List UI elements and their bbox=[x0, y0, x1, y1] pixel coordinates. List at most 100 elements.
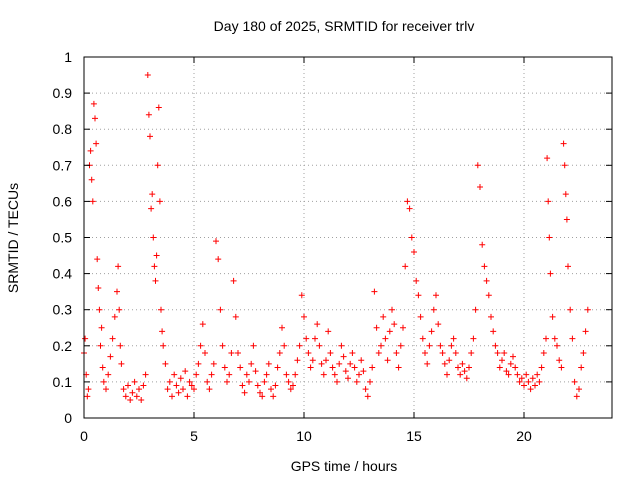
data-point bbox=[426, 342, 433, 349]
data-point bbox=[93, 140, 100, 147]
data-point bbox=[294, 357, 301, 364]
data-point bbox=[395, 364, 402, 371]
data-point bbox=[105, 371, 112, 378]
data-point bbox=[202, 350, 208, 357]
data-point bbox=[99, 364, 106, 371]
data-point bbox=[345, 375, 351, 382]
data-point bbox=[413, 277, 420, 284]
data-point bbox=[117, 342, 124, 349]
data-point bbox=[360, 368, 367, 375]
data-point bbox=[543, 335, 549, 342]
data-point bbox=[148, 205, 155, 212]
data-point bbox=[505, 371, 512, 378]
data-point bbox=[400, 324, 406, 331]
data-point bbox=[402, 263, 409, 270]
data-point bbox=[217, 306, 224, 313]
data-point bbox=[578, 364, 585, 371]
data-point bbox=[307, 364, 314, 371]
data-point bbox=[417, 313, 424, 320]
data-point bbox=[580, 350, 587, 357]
data-point bbox=[463, 375, 470, 382]
data-point bbox=[316, 342, 323, 349]
data-point bbox=[494, 350, 501, 357]
data-point bbox=[204, 378, 211, 385]
data-point bbox=[518, 375, 525, 382]
data-point bbox=[457, 371, 464, 378]
data-point bbox=[551, 335, 558, 342]
data-point bbox=[276, 350, 283, 357]
data-point bbox=[516, 378, 523, 385]
data-point bbox=[153, 252, 160, 259]
data-point bbox=[250, 342, 257, 349]
data-point bbox=[492, 342, 499, 349]
data-point bbox=[546, 234, 553, 241]
data-point bbox=[439, 350, 446, 357]
data-point bbox=[373, 324, 380, 331]
axes: 0 5 10 15 20 0 0.1 0.2 0.3 0.4 0.5 0.6 0.7 0.8 0.9 1 bbox=[53, 49, 613, 444]
data-point bbox=[154, 162, 161, 169]
data-point bbox=[391, 321, 398, 328]
data-point bbox=[109, 335, 116, 342]
data-point bbox=[435, 321, 442, 328]
data-point bbox=[488, 313, 494, 320]
data-point bbox=[114, 288, 120, 295]
data-point bbox=[397, 342, 404, 349]
data-point bbox=[446, 357, 453, 364]
data-point bbox=[215, 256, 222, 263]
data-point bbox=[162, 360, 169, 367]
data-point bbox=[188, 382, 195, 389]
data-point bbox=[191, 386, 197, 393]
data-point bbox=[129, 389, 136, 396]
data-point bbox=[90, 100, 97, 107]
data-point bbox=[156, 198, 163, 205]
y-tick-label: 0.4 bbox=[53, 266, 73, 282]
data-point bbox=[120, 386, 127, 393]
data-point bbox=[239, 382, 246, 389]
data-point bbox=[100, 378, 107, 385]
data-point bbox=[481, 263, 488, 270]
data-point bbox=[369, 364, 376, 371]
data-point bbox=[521, 382, 527, 389]
data-point bbox=[529, 375, 536, 382]
data-point bbox=[221, 364, 228, 371]
y-tick-label: 0.8 bbox=[53, 121, 73, 137]
data-point bbox=[259, 393, 266, 400]
data-point bbox=[309, 357, 316, 364]
data-point bbox=[96, 306, 103, 313]
data-point bbox=[411, 248, 417, 255]
data-point bbox=[406, 205, 413, 212]
data-point bbox=[285, 378, 292, 385]
data-point bbox=[565, 263, 571, 270]
data-point bbox=[142, 371, 149, 378]
y-tick-label: 0.9 bbox=[53, 85, 73, 101]
x-tick-label: 0 bbox=[80, 428, 88, 444]
data-point bbox=[336, 360, 343, 367]
data-point bbox=[230, 277, 237, 284]
data-point bbox=[232, 313, 239, 320]
data-point bbox=[501, 350, 508, 357]
data-point bbox=[303, 335, 310, 342]
data-point bbox=[199, 321, 206, 328]
data-point bbox=[197, 342, 204, 349]
y-tick-label: 1 bbox=[64, 49, 72, 65]
data-point bbox=[331, 371, 338, 378]
data-point bbox=[477, 183, 483, 190]
data-point bbox=[177, 375, 184, 382]
data-point bbox=[292, 371, 299, 378]
data-point bbox=[274, 364, 281, 371]
data-point bbox=[347, 360, 354, 367]
data-point bbox=[171, 371, 178, 378]
data-point bbox=[479, 241, 486, 248]
data-point bbox=[107, 353, 114, 360]
data-point bbox=[455, 364, 461, 371]
data-point bbox=[556, 357, 563, 364]
data-point bbox=[422, 350, 428, 357]
data-point bbox=[544, 155, 551, 162]
data-point bbox=[547, 270, 554, 277]
data-point bbox=[158, 306, 164, 313]
data-point bbox=[301, 313, 307, 320]
data-point bbox=[175, 389, 182, 396]
data-point bbox=[424, 360, 431, 367]
data-point bbox=[485, 292, 492, 299]
data-point bbox=[499, 357, 505, 364]
